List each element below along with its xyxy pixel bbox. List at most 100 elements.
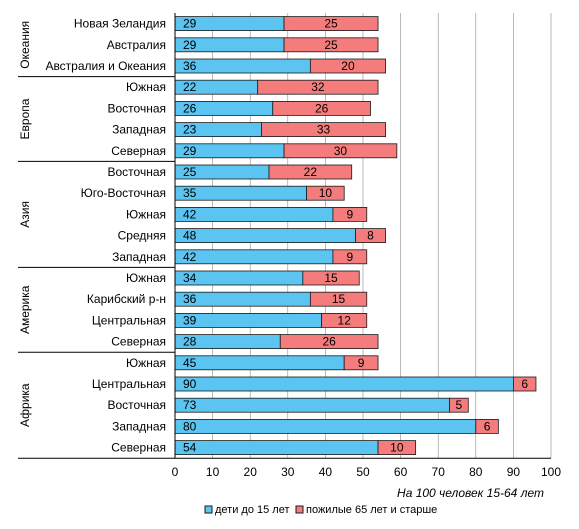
category-label-2-2: Южная xyxy=(126,207,166,221)
data-label-children-4-3: 80 xyxy=(183,419,197,433)
bar-elderly-2-4 xyxy=(332,249,368,265)
legend-swatch-children xyxy=(204,505,213,514)
bar-elderly-2-2 xyxy=(332,206,368,222)
category-label-2-3: Средняя xyxy=(118,229,166,243)
data-label-children-4-0: 45 xyxy=(183,356,197,370)
group-label-2: Азия xyxy=(18,201,32,228)
data-label-elderly-3-1: 15 xyxy=(332,292,346,306)
bar-elderly-3-1 xyxy=(309,291,368,307)
group-label-0: Океания xyxy=(18,21,32,69)
data-label-children-3-3: 28 xyxy=(183,335,197,349)
data-label-children-2-0: 25 xyxy=(183,165,197,179)
bar-children-4-2 xyxy=(174,397,450,413)
data-label-elderly-4-4: 10 xyxy=(390,441,404,455)
data-label-elderly-3-0: 15 xyxy=(324,271,338,285)
bar-children-4-0 xyxy=(174,355,345,371)
data-label-children-4-2: 73 xyxy=(183,398,197,412)
x-tick-label-60: 60 xyxy=(394,465,408,479)
group-label-4: Африка xyxy=(18,383,32,427)
bar-children-4-4 xyxy=(174,440,379,456)
category-label-0-1: Австралия xyxy=(107,38,166,52)
category-label-4-3: Западная xyxy=(112,419,166,433)
data-label-elderly-1-3: 30 xyxy=(334,144,348,158)
bar-elderly-3-3 xyxy=(279,334,379,350)
category-label-4-2: Восточная xyxy=(108,398,167,412)
category-label-3-2: Центральная xyxy=(92,313,166,327)
bar-elderly-0-2 xyxy=(309,58,386,74)
data-label-elderly-2-2: 9 xyxy=(346,207,353,221)
data-label-elderly-2-1: 10 xyxy=(319,186,333,200)
data-label-children-3-2: 39 xyxy=(183,313,197,327)
data-label-elderly-4-0: 9 xyxy=(358,356,365,370)
x-tick-label-0: 0 xyxy=(172,465,179,479)
bar-elderly-4-1 xyxy=(513,376,537,392)
bar-elderly-2-0 xyxy=(268,164,353,180)
data-label-children-1-0: 22 xyxy=(183,80,197,94)
category-label-1-2: Западная xyxy=(112,123,166,137)
bar-elderly-3-0 xyxy=(302,270,360,286)
bars: 29 25 29 25 36 20 22 32 26 26 23 33 29 30 25 22 35 10 42 9 4… xyxy=(174,16,537,456)
category-label-3-0: Южная xyxy=(126,271,166,285)
x-tick-label-100: 100 xyxy=(541,465,561,479)
category-label-0-2: Австралия и Океания xyxy=(45,59,166,73)
data-label-children-1-2: 23 xyxy=(183,123,197,137)
bar-children-3-2 xyxy=(174,312,323,328)
data-label-children-3-1: 36 xyxy=(183,292,197,306)
legend-swatch-elderly xyxy=(295,505,304,514)
x-axis-title: На 100 человек 15-64 лет xyxy=(397,486,544,500)
x-axis: 0 10 20 30 40 50 60 70 80 90 100 xyxy=(18,13,561,479)
data-label-children-3-0: 34 xyxy=(183,271,197,285)
bar-elderly-2-1 xyxy=(306,185,345,201)
data-label-children-0-1: 29 xyxy=(183,38,197,52)
category-label-1-1: Восточная xyxy=(108,101,167,115)
bar-elderly-4-3 xyxy=(475,418,499,434)
legend-label-children: дети до 15 лет xyxy=(215,504,290,516)
category-label-4-0: Южная xyxy=(126,356,166,370)
bar-elderly-2-3 xyxy=(355,228,386,244)
category-label-2-1: Юго-Восточная xyxy=(81,186,166,200)
bar-elderly-1-3 xyxy=(283,143,398,159)
data-label-elderly-2-0: 22 xyxy=(304,165,318,179)
data-label-elderly-0-0: 25 xyxy=(324,17,338,31)
category-label-1-0: Южная xyxy=(126,80,166,94)
data-label-children-1-1: 26 xyxy=(183,101,197,115)
category-label-3-1: Карибский р-н xyxy=(87,292,166,306)
data-label-elderly-1-0: 32 xyxy=(311,80,325,94)
category-label-4-4: Северная xyxy=(111,441,166,455)
x-tick-label-90: 90 xyxy=(507,465,521,479)
data-label-children-4-4: 54 xyxy=(183,441,197,455)
category-label-4-1: Центральная xyxy=(92,377,166,391)
x-tick-label-80: 80 xyxy=(469,465,483,479)
bar-children-4-1 xyxy=(174,376,514,392)
data-label-elderly-0-1: 25 xyxy=(324,38,338,52)
data-label-elderly-3-3: 26 xyxy=(322,335,336,349)
bar-children-2-4 xyxy=(174,249,334,265)
data-label-elderly-2-4: 9 xyxy=(346,250,353,264)
data-label-elderly-4-3: 6 xyxy=(484,419,491,433)
category-label-2-0: Восточная xyxy=(108,165,167,179)
bar-elderly-0-1 xyxy=(283,37,379,53)
data-label-children-2-4: 42 xyxy=(183,250,197,264)
bar-elderly-3-2 xyxy=(321,312,368,328)
x-tick-label-30: 30 xyxy=(281,465,295,479)
data-label-elderly-3-2: 12 xyxy=(338,313,352,327)
bar-elderly-1-2 xyxy=(261,122,386,137)
legend: дети до 15 лет пожилые 65 лет и старше xyxy=(204,504,437,516)
bar-children-2-2 xyxy=(174,206,334,222)
x-tick-label-40: 40 xyxy=(319,465,333,479)
data-label-elderly-4-1: 6 xyxy=(521,377,528,391)
group-labels: Океания Европа Азия Америка Африка xyxy=(18,21,175,427)
data-label-children-2-1: 35 xyxy=(183,186,197,200)
bar-elderly-4-0 xyxy=(343,355,379,371)
bar-elderly-4-2 xyxy=(449,397,469,413)
data-label-elderly-0-2: 20 xyxy=(341,59,355,73)
category-label-3-3: Северная xyxy=(111,335,166,349)
data-label-elderly-2-3: 8 xyxy=(367,229,374,243)
x-tick-label-50: 50 xyxy=(356,465,370,479)
data-label-elderly-1-2: 33 xyxy=(317,123,331,137)
category-label-0-0: Новая Зеландия xyxy=(74,17,166,31)
data-label-children-1-3: 29 xyxy=(183,144,197,158)
data-label-elderly-4-2: 5 xyxy=(456,398,463,412)
bar-elderly-1-0 xyxy=(257,79,379,95)
